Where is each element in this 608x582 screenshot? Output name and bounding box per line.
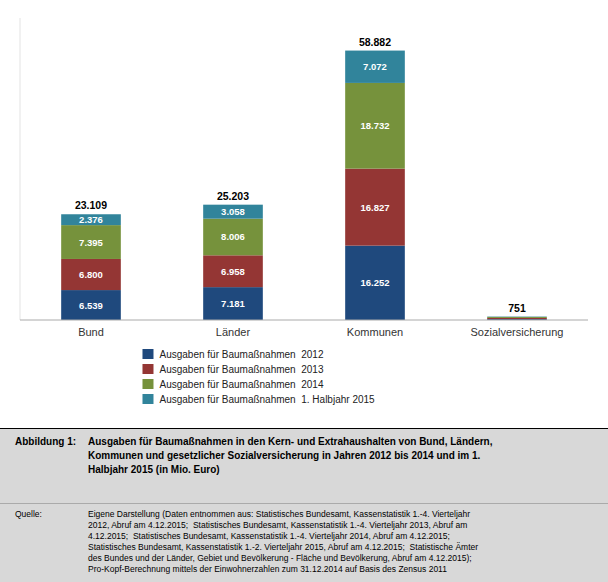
caption-title: Abbildung 1:: [15, 435, 76, 449]
data-label: 2.376: [79, 214, 103, 225]
legend-label: Ausgaben für Baumaßnahmen 2012: [159, 349, 323, 360]
bar-segment: [203, 219, 263, 256]
data-label: 7.181: [221, 298, 245, 309]
total-label: 23.109: [75, 199, 107, 211]
bars: [61, 51, 547, 320]
data-labels: 6.539 7.181 16.252 6.800 6.958 16.827 7.395 8.0…: [79, 61, 389, 310]
legend-label: Ausgaben für Baumaßnahmen 1. Halbjahr 20…: [159, 394, 375, 405]
x-tick-label: Länder: [216, 326, 251, 338]
total-label: 58.882: [359, 36, 391, 48]
y-axis-line: [20, 18, 21, 320]
separator: [0, 503, 608, 504]
data-label: 16.252: [360, 277, 389, 288]
x-axis-line: [20, 320, 588, 321]
caption-text: Ausgaben für Baumaßnahmen in den Kern- u…: [88, 435, 492, 477]
total-label: 25.203: [217, 190, 249, 202]
bar-segment: [345, 169, 405, 246]
legend-label: Ausgaben für Baumaßnahmen 2014: [159, 379, 323, 390]
bar-segment: [487, 316, 547, 317]
caption-area: Abbildung 1: Ausgaben für Baumaßnahmen in…: [0, 428, 608, 582]
legend: Ausgaben für Baumaßnahmen 2012 Ausgaben f…: [142, 349, 375, 405]
legend-swatch: [142, 379, 153, 389]
legend-swatch: [142, 394, 153, 404]
chart: 6.539 7.181 16.252 6.800 6.958 16.827 7.395 8.0…: [0, 0, 608, 428]
data-label: 16.827: [360, 202, 389, 213]
legend-swatch: [142, 364, 153, 374]
bar-segment: [345, 51, 405, 83]
bar-segment: [61, 290, 121, 320]
data-label: 6.958: [221, 266, 245, 277]
bar-segment: [345, 83, 405, 169]
bar-segment: [345, 246, 405, 320]
bar-segment: [61, 259, 121, 290]
bar-segment: [61, 214, 121, 225]
source-text: Eigene Darstellung (Daten entnommen aus:…: [88, 509, 478, 575]
legend-swatch: [142, 349, 153, 359]
data-label: 18.732: [360, 120, 389, 131]
data-label: 6.539: [79, 300, 103, 311]
x-tick-label: Bund: [78, 326, 104, 338]
data-label: 7.072: [363, 61, 387, 72]
bar-segment: [203, 255, 263, 287]
total-label: 751: [508, 302, 526, 314]
bar-segment: [61, 225, 121, 259]
data-label: 8.006: [221, 231, 245, 242]
legend-label: Ausgaben für Baumaßnahmen 2013: [159, 364, 323, 375]
data-label: 3.058: [221, 206, 245, 217]
bar-segment: [203, 205, 263, 219]
bar-segment: [487, 318, 547, 319]
x-tick-label: Sozialversicherung: [471, 326, 564, 338]
source-label: Quelle:: [15, 509, 42, 520]
x-tick-label: Kommunen: [347, 326, 403, 338]
data-label: 7.395: [79, 237, 103, 248]
data-label: 6.800: [79, 269, 103, 280]
bar-segment: [487, 317, 547, 318]
bar-segment: [203, 287, 263, 320]
